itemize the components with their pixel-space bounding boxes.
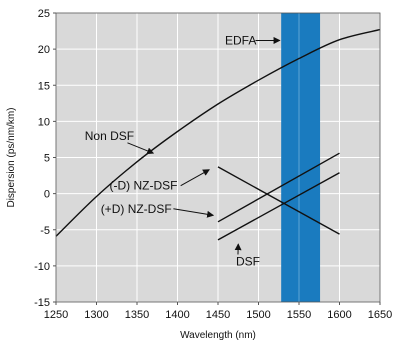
y-tick-label: -5 [40,225,50,237]
x-tick-label: 1300 [84,309,108,321]
series-line-2 [217,152,340,223]
y-tick-label: 15 [38,80,50,92]
edfa-band [281,13,321,302]
x-axis: 1250 1300 1350 1400 1450 1500 1550 1600 1650 [44,302,392,321]
x-tick-label: 1650 [368,309,392,321]
x-axis-title: Wavelength (nm) [180,330,256,341]
x-tick-label: 1550 [287,309,311,321]
series-line-1 [217,166,340,235]
annotation-arrow [127,142,155,155]
y-tick-label: 5 [44,153,50,165]
y-tick-label: 20 [38,44,50,56]
x-tick-label: 1250 [44,309,68,321]
annotation-arrow [180,169,210,187]
y-tick-label: 25 [38,8,50,20]
annotation-label: (-D) NZ-DSF [109,179,177,193]
y-tick-label: 0 [44,189,50,201]
annotation-label: EDFA [225,33,256,47]
y-axis-title: Dispersion (ps/nm/km) [6,107,17,207]
annotations: EDFA Non DSF (-D) NZ-DSF (+D) NZ-DSF DSF [85,33,281,269]
x-tick-label: 1350 [125,309,149,321]
x-tick-label: 1400 [165,309,189,321]
series-line-3 [217,172,340,241]
y-tick-label: 10 [38,116,50,128]
x-tick-label: 1450 [206,309,230,321]
x-tick-label: 1500 [246,309,270,321]
annotation-arrow [173,208,215,218]
annotation-label: Non DSF [85,129,134,143]
x-tick-label: 1600 [327,309,351,321]
y-tick-label: -15 [34,297,50,309]
annotation-label: DSF [236,255,260,269]
plot-area [55,12,381,303]
y-tick-label: -10 [34,261,50,273]
y-axis: 25 20 15 10 5 0 -5 -10 -15 [34,8,56,309]
annotation-label: (+D) NZ-DSF [101,202,172,216]
series-line-0 [55,28,381,237]
